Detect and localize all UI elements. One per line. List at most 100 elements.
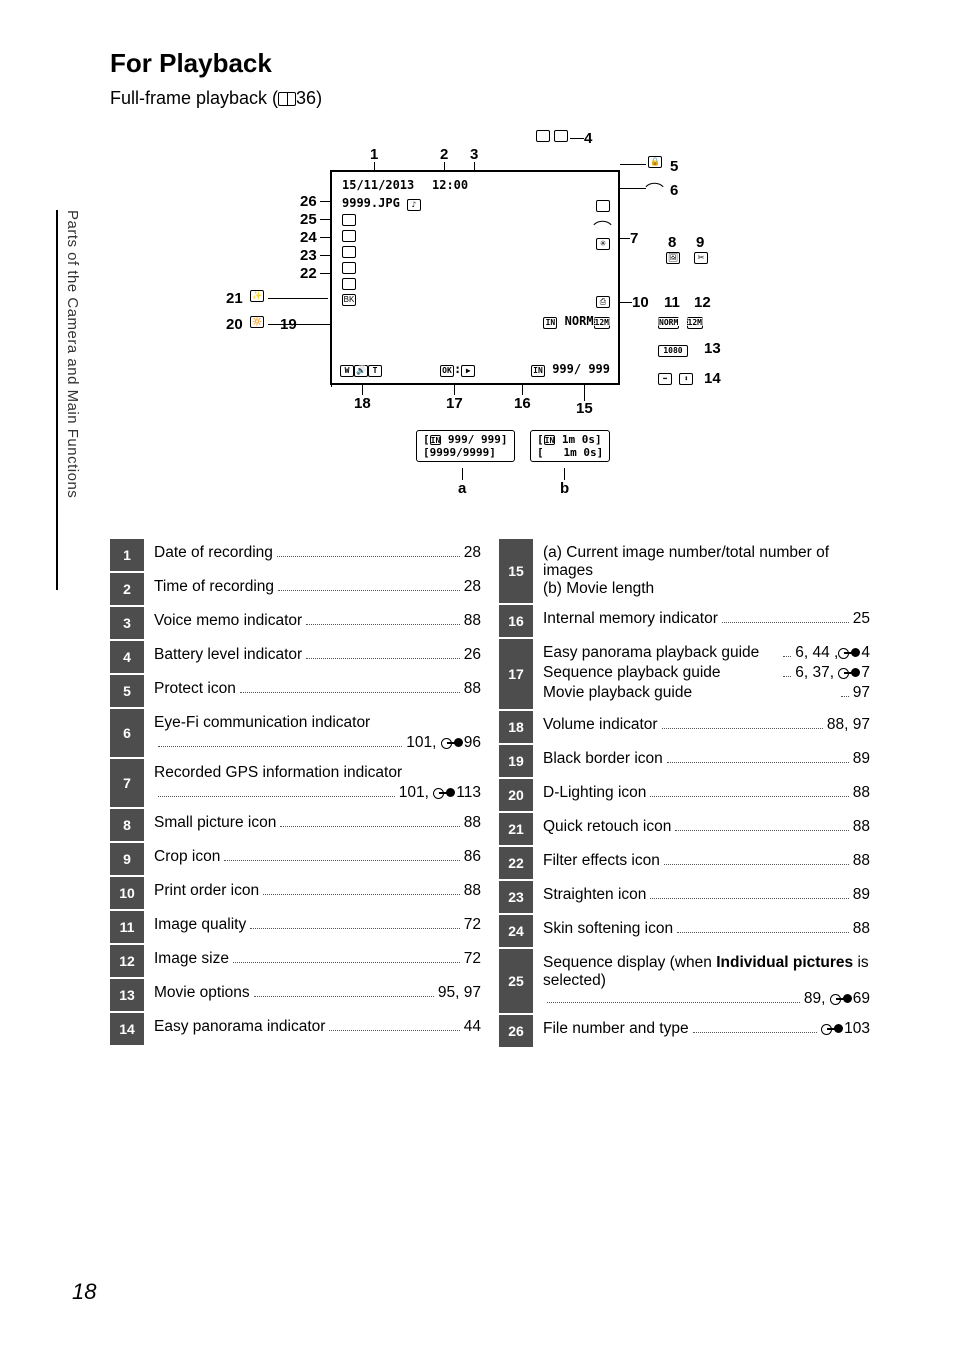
volume-bar: W🔊T (340, 362, 382, 377)
size-box-icon: 12M (687, 317, 703, 329)
table-row: 23Straighten icon89 (499, 880, 870, 914)
row-label: Easy panorama playback guide (543, 644, 779, 664)
callout-11: 11 (664, 294, 680, 311)
row-num: 4 (110, 641, 144, 673)
in-mark-icon: IN (544, 435, 556, 445)
row-page: 88 (853, 852, 870, 870)
dots (250, 928, 460, 929)
callout-6: 6 (670, 182, 678, 199)
row-label: Eye-Fi communication indicator (154, 714, 481, 734)
screen-counter: IN 999/ 999 (531, 362, 610, 377)
page-number: 18 (72, 1279, 96, 1305)
table-row: 22Filter effects icon88 (499, 846, 870, 880)
size-icon: 12M (594, 317, 610, 329)
row-page: 89 (853, 750, 870, 768)
dots (650, 898, 848, 899)
lead (620, 164, 646, 165)
row-num: 24 (499, 915, 533, 947)
dots (280, 826, 459, 827)
row-num: 23 (499, 881, 533, 913)
lead (522, 383, 523, 395)
callout-8: 8 (668, 234, 676, 251)
row-page: 97 (853, 684, 870, 702)
lead (570, 138, 584, 139)
label-b: b (560, 480, 569, 497)
dots (224, 860, 459, 861)
callout-14: 14 (704, 370, 721, 387)
playback-screen: 15/11/2013 12:00 9999.JPG ♪ BK ✳ ⎙ IN NO… (330, 170, 620, 385)
screen-date: 15/11/2013 (342, 178, 414, 192)
dots (329, 1030, 459, 1031)
play-icon: ▶ (461, 365, 475, 377)
callout-2: 2 (440, 146, 448, 163)
callout-17: 17 (446, 395, 463, 412)
row-page: 89 (853, 886, 870, 904)
protect-dup-icon: 🔒 (648, 156, 662, 168)
row-page: 28 (464, 578, 481, 596)
ref-icon (821, 1023, 843, 1034)
row-label: Internal memory indicator (543, 610, 718, 628)
row-page: 88 (853, 784, 870, 802)
callout-5: 5 (670, 158, 678, 175)
row-label: Easy panorama indicator (154, 1018, 325, 1036)
table-row: 26File number and type103 (499, 1014, 870, 1048)
callout-9: 9 (696, 234, 704, 251)
lead (320, 255, 330, 256)
wifi-icon (648, 180, 662, 192)
lead (618, 302, 632, 303)
row-label: Movie playback guide (543, 684, 837, 704)
screen-file: 9999.JPG ♪ (342, 196, 421, 211)
lead (302, 324, 330, 325)
dots (306, 658, 460, 659)
callout-22: 22 (300, 265, 317, 282)
row-label: Skin softening icon (543, 920, 673, 938)
table-row: 9Crop icon86 (110, 842, 481, 876)
index-col-right: 15(a) Current image number/total number … (499, 538, 870, 1048)
callout-15: 15 (576, 400, 593, 417)
row-num: 11 (110, 911, 144, 943)
callout-19: 19 (280, 316, 297, 333)
row-page: 101, 113 (399, 784, 481, 802)
row-num: 1 (110, 539, 144, 571)
table-row: 7Recorded GPS information indicator101, … (110, 758, 481, 808)
eyefi-icon (596, 218, 610, 230)
dots (254, 996, 434, 997)
row-num: 15 (499, 539, 533, 603)
callout-4: 4 (584, 130, 592, 147)
crop-icon: ✂ (694, 252, 708, 264)
callout-1: 1 (370, 146, 378, 163)
vol-icon: 🔊 (354, 365, 368, 377)
filter-icon (342, 262, 356, 274)
table-row: 12Image size72 (110, 944, 481, 978)
row-label: Crop icon (154, 848, 220, 866)
row-page: 88 (464, 882, 481, 900)
row-label: File number and type (543, 1020, 689, 1038)
row-page: 95, 97 (438, 984, 481, 1002)
table-row: 4Battery level indicator26 (110, 640, 481, 674)
callout-7: 7 (630, 230, 638, 247)
row-label: Quick retouch icon (543, 818, 671, 836)
skin-icon (342, 230, 356, 242)
table-row: 21Quick retouch icon88 (499, 812, 870, 846)
row-page: 25 (853, 610, 870, 628)
row-num: 14 (110, 1013, 144, 1045)
row-label: Image quality (154, 916, 246, 934)
row-label: Battery level indicator (154, 646, 302, 664)
callout-20: 20 (226, 316, 243, 333)
lead (320, 273, 330, 274)
dots (240, 692, 460, 693)
side-1080: 1080 (658, 342, 688, 357)
dots (277, 556, 460, 557)
lead (362, 383, 363, 395)
lead (618, 238, 630, 239)
ref-icon (830, 993, 852, 1004)
table-row: 14Easy panorama indicator44 (110, 1012, 481, 1046)
ref-icon (441, 737, 463, 748)
row-desc: Recorded GPS information indicator101, 1… (144, 758, 481, 808)
mem-icon: IN (543, 317, 557, 329)
row-label: (a) Current image number/total number of… (543, 544, 870, 598)
row-num: 17 (499, 639, 533, 709)
callout-3: 3 (470, 146, 478, 163)
small-pic-icon: 🖼 (666, 252, 680, 264)
voice-memo-icon: ♪ (407, 199, 421, 211)
